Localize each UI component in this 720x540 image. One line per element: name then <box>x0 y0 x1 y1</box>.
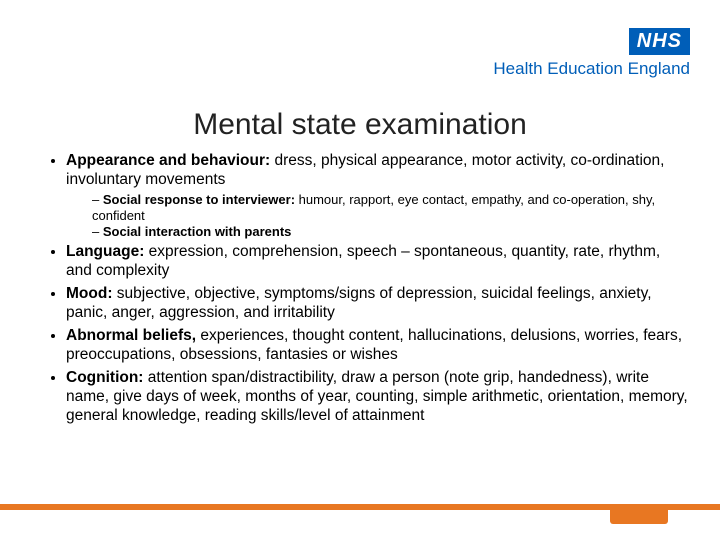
slide: NHS Health Education England Mental stat… <box>0 0 720 540</box>
bullet-item: Language: expression, comprehension, spe… <box>66 243 690 281</box>
sub-bullet-item: Social interaction with parents <box>92 224 690 240</box>
footer-accent-tab <box>610 504 668 524</box>
sub-bullet-lead: Social response to interviewer: <box>103 192 295 207</box>
nhs-logo-subtitle: Health Education England <box>493 59 690 79</box>
bullet-item: Mood: subjective, objective, symptoms/si… <box>66 285 690 323</box>
sub-bullet-lead: Social interaction with parents <box>103 224 292 239</box>
slide-body: Appearance and behaviour: dress, physica… <box>42 152 690 430</box>
nhs-logo: NHS Health Education England <box>493 28 690 79</box>
bullet-lead: Language: <box>66 243 144 260</box>
bullet-lead: Cognition: <box>66 369 143 386</box>
sub-bullet-item: Social response to interviewer: humour, … <box>92 192 690 224</box>
bullet-text: expression, comprehension, speech – spon… <box>66 243 660 279</box>
bullet-item: Abnormal beliefs, experiences, thought c… <box>66 327 690 365</box>
bullet-lead: Appearance and behaviour: <box>66 152 270 169</box>
bullet-text: subjective, objective, symptoms/signs of… <box>66 285 652 321</box>
nhs-logo-box: NHS <box>629 28 690 55</box>
bullet-lead: Mood: <box>66 285 112 302</box>
bullet-item: Appearance and behaviour: dress, physica… <box>66 152 690 239</box>
bullet-lead: Abnormal beliefs, <box>66 327 196 344</box>
slide-title: Mental state examination <box>0 108 720 142</box>
bullet-text: attention span/distractibility, draw a p… <box>66 369 688 424</box>
bullet-item: Cognition: attention span/distractibilit… <box>66 369 690 426</box>
